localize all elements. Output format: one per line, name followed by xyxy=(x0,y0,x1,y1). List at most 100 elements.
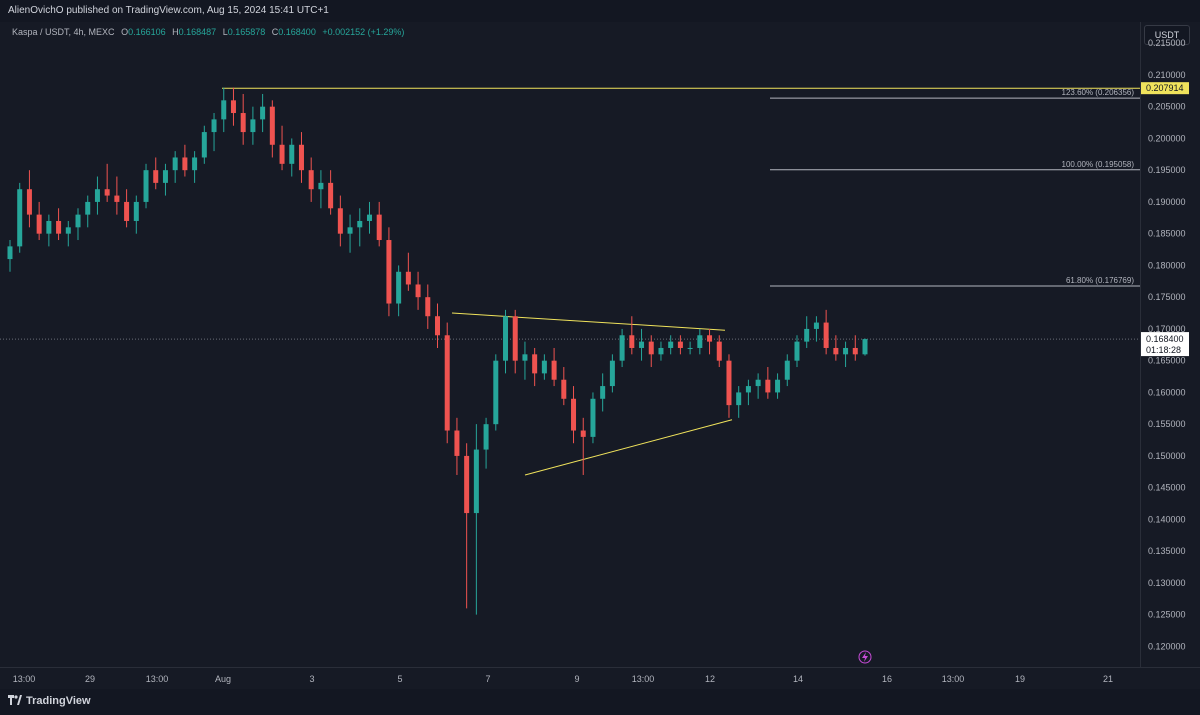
fib-level-label: 100.00% (0.195058) xyxy=(1062,160,1135,169)
candle-body xyxy=(17,189,23,247)
close-value: 0.168400 xyxy=(278,27,316,37)
high-label: H xyxy=(172,27,179,37)
candle-body xyxy=(425,297,431,317)
candle-body xyxy=(541,360,547,374)
candle-body xyxy=(464,455,470,514)
price-tick-label: 0.120000 xyxy=(1148,641,1186,651)
candle-body xyxy=(328,182,334,209)
candle-body xyxy=(483,424,489,450)
price-tick-label: 0.180000 xyxy=(1148,260,1186,270)
candle-body xyxy=(46,220,52,234)
candle-body xyxy=(289,144,295,164)
open-value: 0.166106 xyxy=(128,27,166,37)
chart-pane[interactable] xyxy=(0,22,1140,667)
price-tick-label: 0.215000 xyxy=(1148,38,1186,48)
candle-body xyxy=(143,170,149,202)
candle-body xyxy=(600,386,606,399)
price-tick-label: 0.155000 xyxy=(1148,419,1186,429)
candle-body xyxy=(551,360,557,380)
candle-body xyxy=(250,119,256,133)
brand-label: TradingView xyxy=(26,695,91,707)
publisher-text: AlienOvichO published on TradingView.com… xyxy=(8,5,329,16)
candle-body xyxy=(172,157,178,171)
candle-body xyxy=(736,392,742,406)
candle-body xyxy=(639,341,645,348)
candle-body xyxy=(561,379,567,399)
price-tick-label: 0.150000 xyxy=(1148,451,1186,461)
candle-body xyxy=(590,398,596,437)
time-tick-label: 13:00 xyxy=(13,674,36,684)
fib-level-label: 123.60% (0.206356) xyxy=(1062,88,1135,97)
time-tick-label: 13:00 xyxy=(632,674,655,684)
candle-body xyxy=(435,316,440,336)
close-label: C xyxy=(271,27,279,37)
trendline xyxy=(524,419,733,476)
candle-body xyxy=(192,157,198,171)
candle-body xyxy=(503,316,509,361)
candle-body xyxy=(94,189,100,202)
price-tick-label: 0.145000 xyxy=(1148,483,1186,493)
candle-body xyxy=(813,322,819,329)
candle-body xyxy=(648,341,654,355)
candle-body xyxy=(687,347,693,349)
symbol-name[interactable]: Kaspa / USDT, 4h, MEXC xyxy=(12,27,115,37)
candle-body xyxy=(298,144,304,171)
price-tick-label: 0.185000 xyxy=(1148,229,1186,239)
candle-body xyxy=(629,335,635,348)
high-value: 0.168487 xyxy=(178,27,217,37)
price-tick-label: 0.175000 xyxy=(1148,292,1186,302)
time-tick-label: 13:00 xyxy=(942,674,965,684)
candle-body xyxy=(133,201,139,221)
candle-body xyxy=(794,341,800,361)
candle-body xyxy=(75,214,81,228)
candle-body xyxy=(376,214,382,241)
candle-body xyxy=(726,360,732,406)
time-tick-label: 29 xyxy=(85,674,95,684)
candle-body xyxy=(162,170,168,183)
candle-body xyxy=(211,119,217,133)
candle-body xyxy=(308,170,314,190)
low-value: 0.165878 xyxy=(227,27,266,37)
candle-body xyxy=(26,189,32,215)
candle-body xyxy=(522,354,528,361)
candle-body xyxy=(745,386,751,393)
time-tick-label: 16 xyxy=(882,674,892,684)
candle-body xyxy=(260,106,266,120)
candle-body xyxy=(852,347,858,355)
time-tick-label: 7 xyxy=(485,674,490,684)
candle-body xyxy=(153,170,159,183)
current-price-text: 0.168400 xyxy=(1146,334,1184,344)
candle-body xyxy=(221,100,227,120)
tradingview-logo[interactable]: TradingView xyxy=(8,695,91,707)
currency-button[interactable]: USDT xyxy=(1144,25,1190,45)
candle-body xyxy=(454,430,460,456)
price-tick-label: 0.125000 xyxy=(1148,610,1186,620)
candle-body xyxy=(716,341,722,361)
candle-body xyxy=(347,227,353,234)
time-axis[interactable] xyxy=(0,667,1200,690)
candle-body xyxy=(833,347,839,355)
candle-body xyxy=(444,335,450,431)
candle-body xyxy=(405,271,411,285)
time-tick-label: 19 xyxy=(1015,674,1025,684)
price-tick-label: 0.140000 xyxy=(1148,514,1186,524)
candle-body xyxy=(7,246,13,260)
candle-body xyxy=(532,354,538,374)
price-tick-label: 0.195000 xyxy=(1148,165,1186,175)
candle-body xyxy=(755,379,761,387)
candle-body xyxy=(357,220,363,228)
tradingview-logo-icon xyxy=(8,695,22,705)
candle-body xyxy=(493,360,499,425)
time-tick-label: 9 xyxy=(574,674,579,684)
candle-body xyxy=(677,341,683,348)
price-tick-label: 0.170000 xyxy=(1148,324,1186,334)
highlight-price-badge xyxy=(1141,82,1189,95)
price-tick-label: 0.160000 xyxy=(1148,387,1186,397)
trendline xyxy=(451,312,726,331)
candle-body xyxy=(36,214,42,234)
time-tick-label: 21 xyxy=(1103,674,1113,684)
change-value: +0.002152 (+1.29%) xyxy=(322,27,405,37)
time-tick-label: 5 xyxy=(397,674,402,684)
bar-countdown-text: 01:18:28 xyxy=(1146,345,1181,355)
